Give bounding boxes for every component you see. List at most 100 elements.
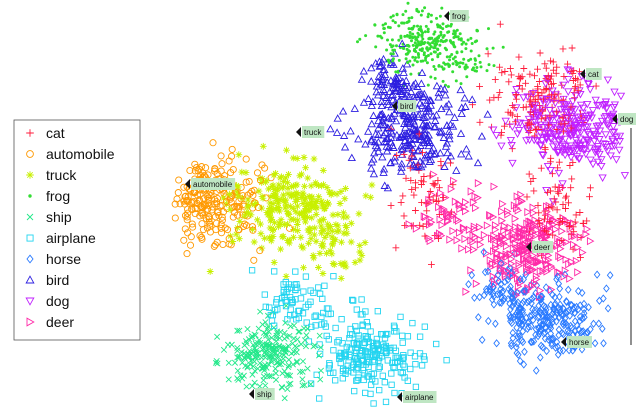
point-truck xyxy=(356,248,364,256)
point-horse xyxy=(578,327,586,336)
point-frog xyxy=(424,56,428,60)
point-cat xyxy=(392,244,400,252)
point-cat xyxy=(428,261,435,268)
point-frog xyxy=(388,26,392,30)
point-deer xyxy=(462,207,470,216)
point-horse xyxy=(556,292,563,302)
point-truck xyxy=(312,181,320,188)
point-ship xyxy=(281,368,288,375)
point-cat xyxy=(535,91,542,99)
point-truck xyxy=(274,185,282,193)
point-cat xyxy=(565,199,572,207)
point-bird xyxy=(364,127,373,135)
point-automobile xyxy=(175,176,183,184)
point-dog xyxy=(546,117,556,125)
point-bird xyxy=(452,166,461,174)
point-automobile xyxy=(196,212,204,220)
point-bird xyxy=(382,146,392,155)
point-truck xyxy=(320,181,327,189)
point-dog xyxy=(548,87,557,95)
point-ship xyxy=(256,336,263,344)
point-frog xyxy=(423,6,427,10)
point-ship xyxy=(265,328,272,335)
point-frog xyxy=(409,27,413,31)
point-airplane xyxy=(380,341,387,348)
point-dog xyxy=(561,114,571,122)
point-frog xyxy=(442,67,446,71)
point-deer xyxy=(430,170,438,179)
point-truck xyxy=(275,223,282,231)
point-cat xyxy=(416,221,424,229)
point-airplane xyxy=(376,386,383,394)
point-bird xyxy=(420,153,429,162)
point-horse xyxy=(495,277,502,286)
legend-marker-icon xyxy=(26,234,34,242)
point-bird xyxy=(378,152,387,161)
point-ship xyxy=(264,323,272,330)
point-horse xyxy=(509,268,516,278)
point-truck xyxy=(233,188,241,196)
point-deer xyxy=(491,225,500,234)
point-truck xyxy=(232,230,240,238)
point-bird xyxy=(379,130,388,139)
point-dog xyxy=(508,123,517,131)
point-truck xyxy=(293,221,301,228)
cluster-label-background xyxy=(618,113,636,125)
point-frog xyxy=(413,47,417,51)
point-cat xyxy=(517,74,524,82)
point-dog xyxy=(609,128,619,137)
point-truck xyxy=(323,249,330,257)
point-truck xyxy=(255,187,263,195)
point-cat xyxy=(426,172,434,180)
point-deer xyxy=(510,235,518,244)
cluster-pointer-icon xyxy=(561,337,566,347)
point-bird xyxy=(391,116,401,125)
point-airplane xyxy=(384,330,391,338)
point-dog xyxy=(605,113,615,122)
point-dog xyxy=(590,137,599,146)
point-truck xyxy=(266,234,273,242)
point-frog xyxy=(454,79,458,83)
point-frog xyxy=(419,25,423,29)
point-truck xyxy=(347,219,355,227)
point-airplane xyxy=(323,305,331,312)
point-deer xyxy=(499,233,507,242)
point-horse xyxy=(482,285,490,294)
point-horse xyxy=(542,303,549,312)
point-automobile xyxy=(193,204,201,212)
point-airplane xyxy=(312,322,319,329)
point-ship xyxy=(234,354,241,361)
point-truck xyxy=(265,209,273,217)
point-cat xyxy=(567,103,575,111)
point-deer xyxy=(412,224,421,233)
point-cat xyxy=(559,201,567,208)
point-airplane xyxy=(399,339,406,346)
point-ship xyxy=(239,359,246,366)
point-bird xyxy=(371,141,380,150)
point-horse xyxy=(553,275,560,284)
point-airplane xyxy=(383,349,390,356)
point-airplane xyxy=(303,319,310,326)
point-bird xyxy=(448,122,458,130)
point-deer xyxy=(579,248,587,257)
point-ship xyxy=(284,386,291,393)
point-airplane xyxy=(401,374,408,381)
point-airplane xyxy=(400,361,407,368)
point-frog xyxy=(408,59,412,63)
point-ship xyxy=(302,343,310,350)
point-frog xyxy=(415,9,419,13)
point-truck xyxy=(340,213,347,221)
point-frog xyxy=(475,66,479,69)
point-dog xyxy=(512,86,521,94)
point-airplane xyxy=(327,369,334,376)
point-deer xyxy=(542,256,550,265)
point-frog xyxy=(473,62,477,66)
point-horse xyxy=(554,350,562,359)
point-truck xyxy=(362,192,370,200)
point-truck xyxy=(318,197,326,205)
point-deer xyxy=(467,187,476,196)
legend-item-automobile: automobile xyxy=(26,146,115,162)
point-horse xyxy=(548,341,556,350)
point-cat xyxy=(549,231,557,239)
point-airplane xyxy=(358,296,365,303)
